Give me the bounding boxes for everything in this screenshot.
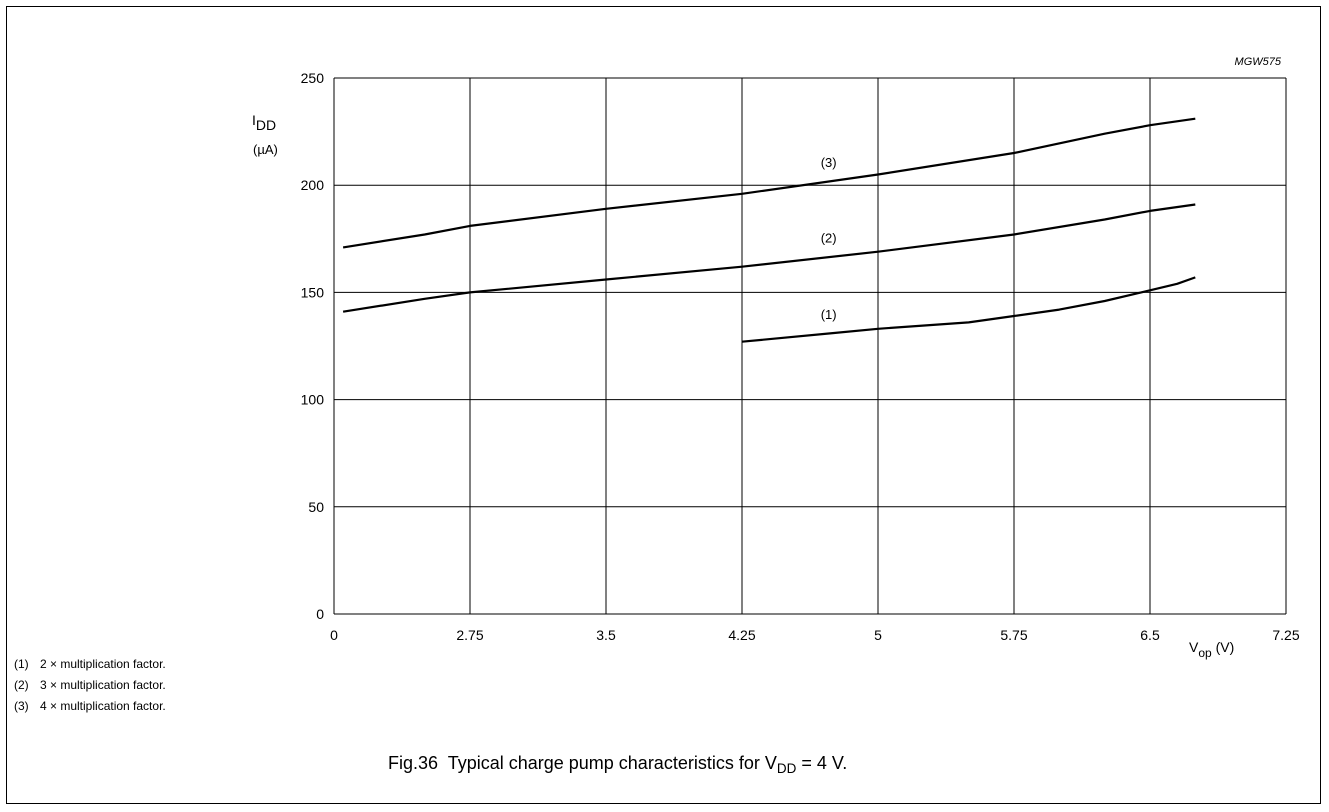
caption-suffix: = 4 V. xyxy=(796,753,848,773)
x-tick-label: 4.25 xyxy=(728,627,755,643)
series-label-1: (1) xyxy=(821,307,837,322)
note-text: 3 × multiplication factor. xyxy=(40,678,166,692)
note-number: (1) xyxy=(14,657,29,671)
series-layer xyxy=(342,117,1196,343)
label-layer: (1) (2) (3) xyxy=(821,155,837,322)
x-tick-label: 7.25 xyxy=(1272,627,1299,643)
caption-subscript: DD xyxy=(776,761,797,777)
notes-list: (1) 2 × multiplication factor. (2) 3 × m… xyxy=(14,654,166,717)
y-tick-label: 100 xyxy=(301,392,325,408)
series-line-3 xyxy=(342,117,1196,249)
note-item: (3) 4 × multiplication factor. xyxy=(14,696,166,717)
y-tick-label: 200 xyxy=(301,177,325,193)
x-tick-label: 5.75 xyxy=(1000,627,1027,643)
note-number: (3) xyxy=(14,699,29,713)
y-tick-label: 250 xyxy=(301,70,325,86)
y-axis-subscript: DD xyxy=(256,117,276,133)
caption-prefix: Fig.36 Typical charge pump characteristi… xyxy=(388,753,777,773)
series-line-1 xyxy=(741,276,1196,343)
grid-layer xyxy=(333,77,1287,615)
x-axis-subscript: op xyxy=(1198,646,1212,660)
y-tick-label: 150 xyxy=(301,284,325,300)
x-axis-unit: (V) xyxy=(1216,639,1235,655)
x-axis-symbol: V xyxy=(1189,639,1199,655)
figure-frame xyxy=(6,6,1321,804)
x-tick-label: 3.5 xyxy=(596,627,616,643)
note-text: 2 × multiplication factor. xyxy=(40,657,166,671)
x-axis-label: Vop (V) xyxy=(1189,639,1234,660)
y-axis-symbol: I xyxy=(252,112,256,128)
series-line-2 xyxy=(342,203,1196,313)
figure-caption: Fig.36 Typical charge pump characteristi… xyxy=(388,753,847,776)
x-tick-label: 0 xyxy=(330,627,338,643)
x-tick-label: 2.75 xyxy=(456,627,483,643)
note-number: (2) xyxy=(14,678,29,692)
note-text: 4 × multiplication factor. xyxy=(40,699,166,713)
x-tick-label: 6.5 xyxy=(1140,627,1160,643)
note-item: (1) 2 × multiplication factor. xyxy=(14,654,166,675)
y-tick-label: 0 xyxy=(316,606,324,622)
tick-layer: 0 2.75 3.5 4.25 5 5.75 6.5 7.25 0 50 100 150 200 250 xyxy=(301,70,1300,643)
figure-code: MGW575 xyxy=(1234,56,1281,68)
y-axis-unit: (µA) xyxy=(253,142,278,157)
y-axis-label: IDD xyxy=(252,112,276,133)
x-tick-label: 5 xyxy=(874,627,882,643)
series-label-3: (3) xyxy=(821,155,837,170)
note-item: (2) 3 × multiplication factor. xyxy=(14,675,166,696)
y-tick-label: 50 xyxy=(308,499,324,515)
series-label-2: (2) xyxy=(821,231,837,246)
